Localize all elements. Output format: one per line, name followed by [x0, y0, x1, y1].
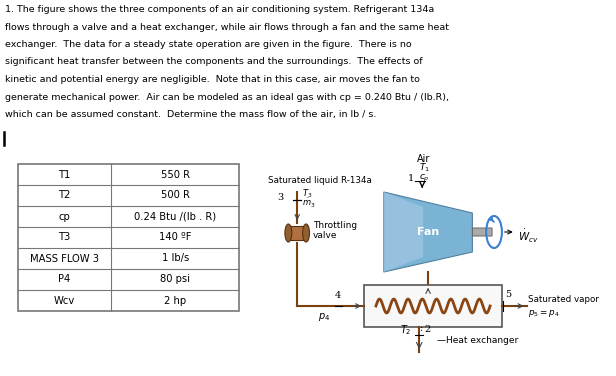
Ellipse shape [302, 224, 309, 242]
Text: generate mechanical power.  Air can be modeled as an ideal gas with cp = 0.240 B: generate mechanical power. Air can be mo… [5, 92, 449, 102]
Text: 2 hp: 2 hp [164, 296, 186, 305]
Text: Saturated vapor: Saturated vapor [529, 295, 599, 304]
Text: :: : [420, 324, 423, 333]
Text: Throttling: Throttling [313, 221, 357, 230]
Text: 3: 3 [277, 193, 283, 202]
Text: T2: T2 [59, 191, 71, 200]
Text: 140 ºF: 140 ºF [159, 232, 192, 243]
Text: 2: 2 [424, 325, 431, 334]
Text: $T_1$: $T_1$ [419, 162, 430, 174]
Text: Air: Air [417, 154, 431, 164]
Text: Saturated liquid R-134a: Saturated liquid R-134a [268, 176, 371, 185]
Text: $p_5 = p_4$: $p_5 = p_4$ [529, 308, 560, 319]
Text: MASS FLOW 3: MASS FLOW 3 [30, 253, 99, 264]
Text: $T_2$: $T_2$ [400, 323, 411, 337]
Text: 500 R: 500 R [161, 191, 190, 200]
Text: cp: cp [59, 211, 70, 221]
Text: T1: T1 [59, 170, 71, 179]
Text: 0.24 Btu /(lb . R): 0.24 Btu /(lb . R) [134, 211, 216, 221]
Bar [18, 164, 239, 311]
Text: kinetic and potential energy are negligible.  Note that in this case, air moves : kinetic and potential energy are negligi… [5, 75, 419, 84]
Text: $\dot{m}_3$: $\dot{m}_3$ [302, 196, 315, 209]
Text: —Heat exchanger: —Heat exchanger [437, 336, 518, 345]
Text: flows through a valve and a heat exchanger, while air flows through a fan and th: flows through a valve and a heat exchang… [5, 23, 449, 32]
Text: exchanger.  The data for a steady state operation are given in the figure.  Ther: exchanger. The data for a steady state o… [5, 40, 411, 49]
Ellipse shape [285, 224, 292, 242]
Text: P4: P4 [59, 274, 71, 285]
Text: $p_4$: $p_4$ [318, 311, 330, 323]
Text: Fan: Fan [417, 227, 439, 237]
Text: Wcv: Wcv [54, 296, 75, 305]
Bar [364, 285, 502, 327]
FancyBboxPatch shape [472, 228, 492, 236]
Bar [288, 226, 306, 240]
Text: 1: 1 [407, 174, 414, 183]
Text: which can be assumed constant.  Determine the mass flow of the air, in lb / s.: which can be assumed constant. Determine… [5, 110, 376, 119]
Text: 1. The figure shows the three components of an air conditioning system. Refriger: 1. The figure shows the three components… [5, 5, 434, 14]
Text: 1 lb/s: 1 lb/s [161, 253, 188, 264]
Text: valve: valve [313, 231, 338, 240]
Text: 5: 5 [505, 290, 511, 299]
Text: $c_p$: $c_p$ [419, 173, 430, 185]
Text: significant heat transfer between the components and the surroundings.  The effe: significant heat transfer between the co… [5, 58, 423, 67]
Text: T3: T3 [59, 232, 71, 243]
Text: $T_3$: $T_3$ [302, 188, 312, 200]
Polygon shape [384, 192, 423, 272]
Text: 4: 4 [334, 291, 341, 300]
Polygon shape [384, 192, 472, 272]
Text: 80 psi: 80 psi [160, 274, 190, 285]
Text: 550 R: 550 R [161, 170, 190, 179]
Text: $\dot{W}_{cv}$: $\dot{W}_{cv}$ [517, 227, 538, 244]
